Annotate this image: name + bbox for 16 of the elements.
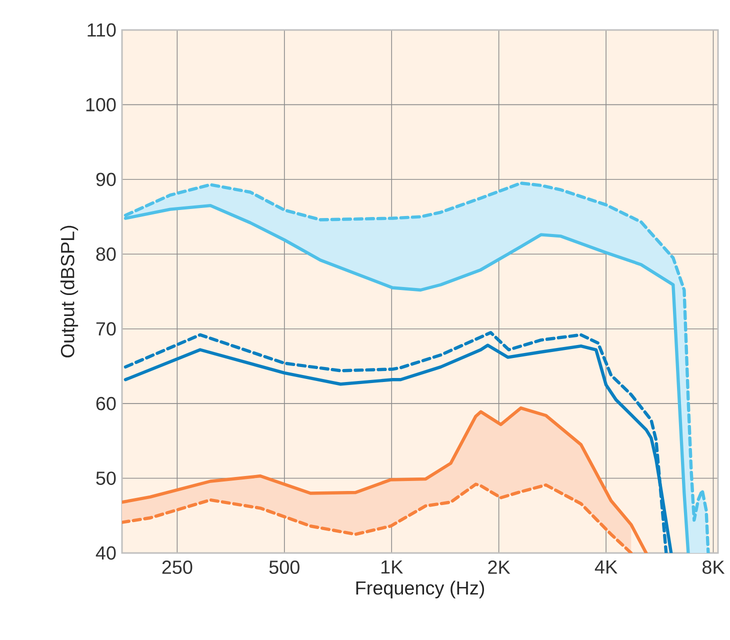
y-tick-label: 50 <box>96 472 116 485</box>
y-tick-label: 60 <box>96 396 116 410</box>
y-tick-label: 40 <box>96 546 116 560</box>
x-tick-label: 500 <box>269 560 300 574</box>
y-tick-label: 100 <box>86 98 116 112</box>
x-axis-title: Frequency (Hz) <box>356 580 484 598</box>
y-tick-label: 90 <box>96 172 116 186</box>
y-tick-label: 110 <box>88 23 116 37</box>
x-tick-label: 1K <box>381 560 403 574</box>
y-tick-label: 70 <box>96 322 116 336</box>
x-tick-label: 4K <box>594 560 618 574</box>
x-tick-label: 2K <box>488 560 510 574</box>
x-tick-label: 8K <box>702 560 725 574</box>
y-axis-title: Output (dBSPL) <box>60 226 78 358</box>
y-tick-label: 80 <box>96 247 116 261</box>
x-tick-label: 250 <box>162 560 192 574</box>
